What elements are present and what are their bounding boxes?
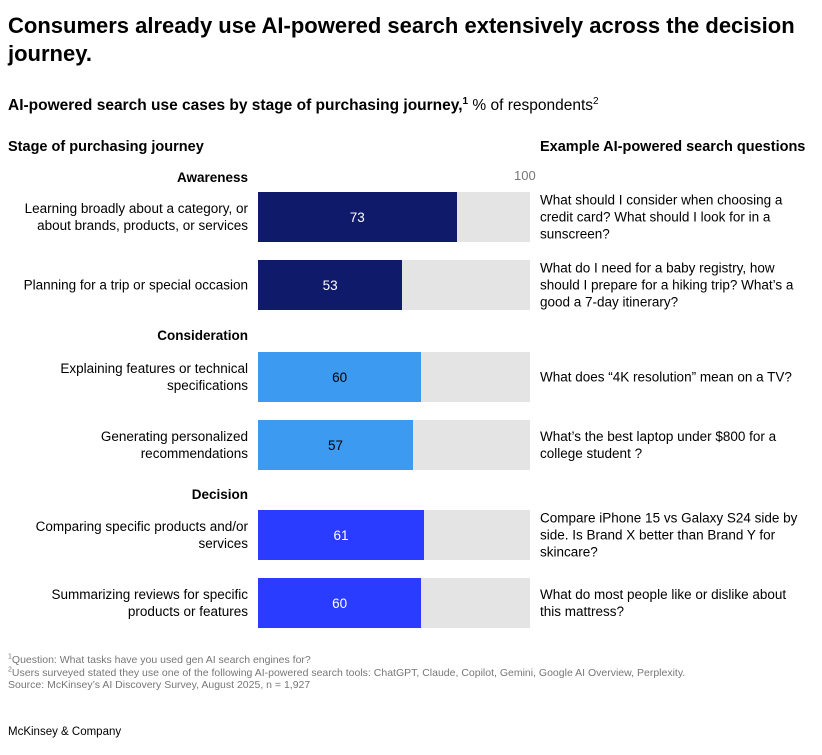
subtitle-main: AI-powered search use cases by stage of …: [8, 97, 463, 114]
source-note: Source: McKinsey’s AI Discovery Survey, …: [8, 679, 311, 691]
subtitle-footnote-ref-1: 1: [462, 95, 469, 107]
stage-heading-decision: Decision: [191, 487, 248, 502]
bar: [258, 420, 414, 470]
bar-value-label: 73: [349, 209, 365, 225]
bar-track: 53: [258, 260, 530, 310]
bar-value-label: 60: [332, 595, 348, 611]
chart-subtitle: AI-powered search use cases by stage of …: [8, 96, 599, 116]
page-title: Consumers already use AI-powered search …: [8, 13, 795, 66]
bar-track: 60: [258, 578, 530, 628]
use-case-label: Learning broadly about a category, or ab…: [24, 201, 248, 233]
example-question: What do most people like or dislike abou…: [540, 587, 787, 619]
bar: [258, 578, 422, 628]
footnote-1: 1Question: What tasks have you used gen …: [8, 654, 685, 667]
subtitle-footnote-ref-2: 2: [593, 95, 599, 107]
bar-value-label: 53: [322, 277, 338, 293]
bar-track: 73: [258, 192, 530, 242]
footnote-1-marker: 1: [8, 653, 12, 661]
brand-logo-text: McKinsey & Company: [8, 726, 122, 738]
example-question: What should I consider when choosing a c…: [540, 192, 783, 242]
example-question: What do I need for a baby registry, how …: [540, 260, 794, 310]
subtitle-unit: % of respondents: [468, 97, 594, 114]
example-question: Compare iPhone 15 vs Galaxy S24 side by …: [540, 510, 798, 560]
bar: [258, 192, 457, 242]
use-case-label: Comparing specific products and/or servi…: [35, 519, 248, 551]
use-case-label: Summarizing reviews for specific product…: [51, 587, 248, 619]
bar-value-label: 61: [333, 527, 349, 543]
footnote-1-text: Question: What tasks have you used gen A…: [11, 654, 311, 666]
axis-max-label: 100: [514, 168, 536, 183]
bar: [258, 352, 422, 402]
footnote-2: 2Users surveyed stated they use one of t…: [8, 666, 686, 680]
bar: [258, 510, 424, 560]
stage-heading-consideration: Consideration: [157, 328, 248, 343]
questions-column-header: Example AI-powered search questions: [540, 139, 806, 155]
bar: [258, 260, 403, 310]
footnote-2-text: Users surveyed stated they use one of th…: [11, 666, 686, 679]
bar-track: 61: [258, 510, 530, 560]
stage-column-header: Stage of purchasing journey: [8, 139, 204, 155]
example-question: What does “4K resolution” mean on a TV?: [540, 369, 792, 385]
bar-value-label: 57: [328, 437, 344, 453]
footnote-2-marker: 2: [8, 666, 12, 673]
bar-value-label: 60: [332, 369, 348, 385]
bar-track: 57: [258, 420, 530, 470]
bar-track: 60: [258, 352, 530, 402]
example-question: What’s the best laptop under $800 for a …: [540, 429, 777, 461]
use-case-label: Explaining features or technical specifi…: [60, 361, 248, 393]
use-case-label: Planning for a trip or special occasion: [23, 277, 248, 293]
stage-heading-awareness: Awareness: [176, 170, 248, 185]
use-case-label: Generating personalized recommendations: [100, 429, 248, 461]
footnotes: 1Question: What tasks have you used gen …: [8, 654, 685, 692]
